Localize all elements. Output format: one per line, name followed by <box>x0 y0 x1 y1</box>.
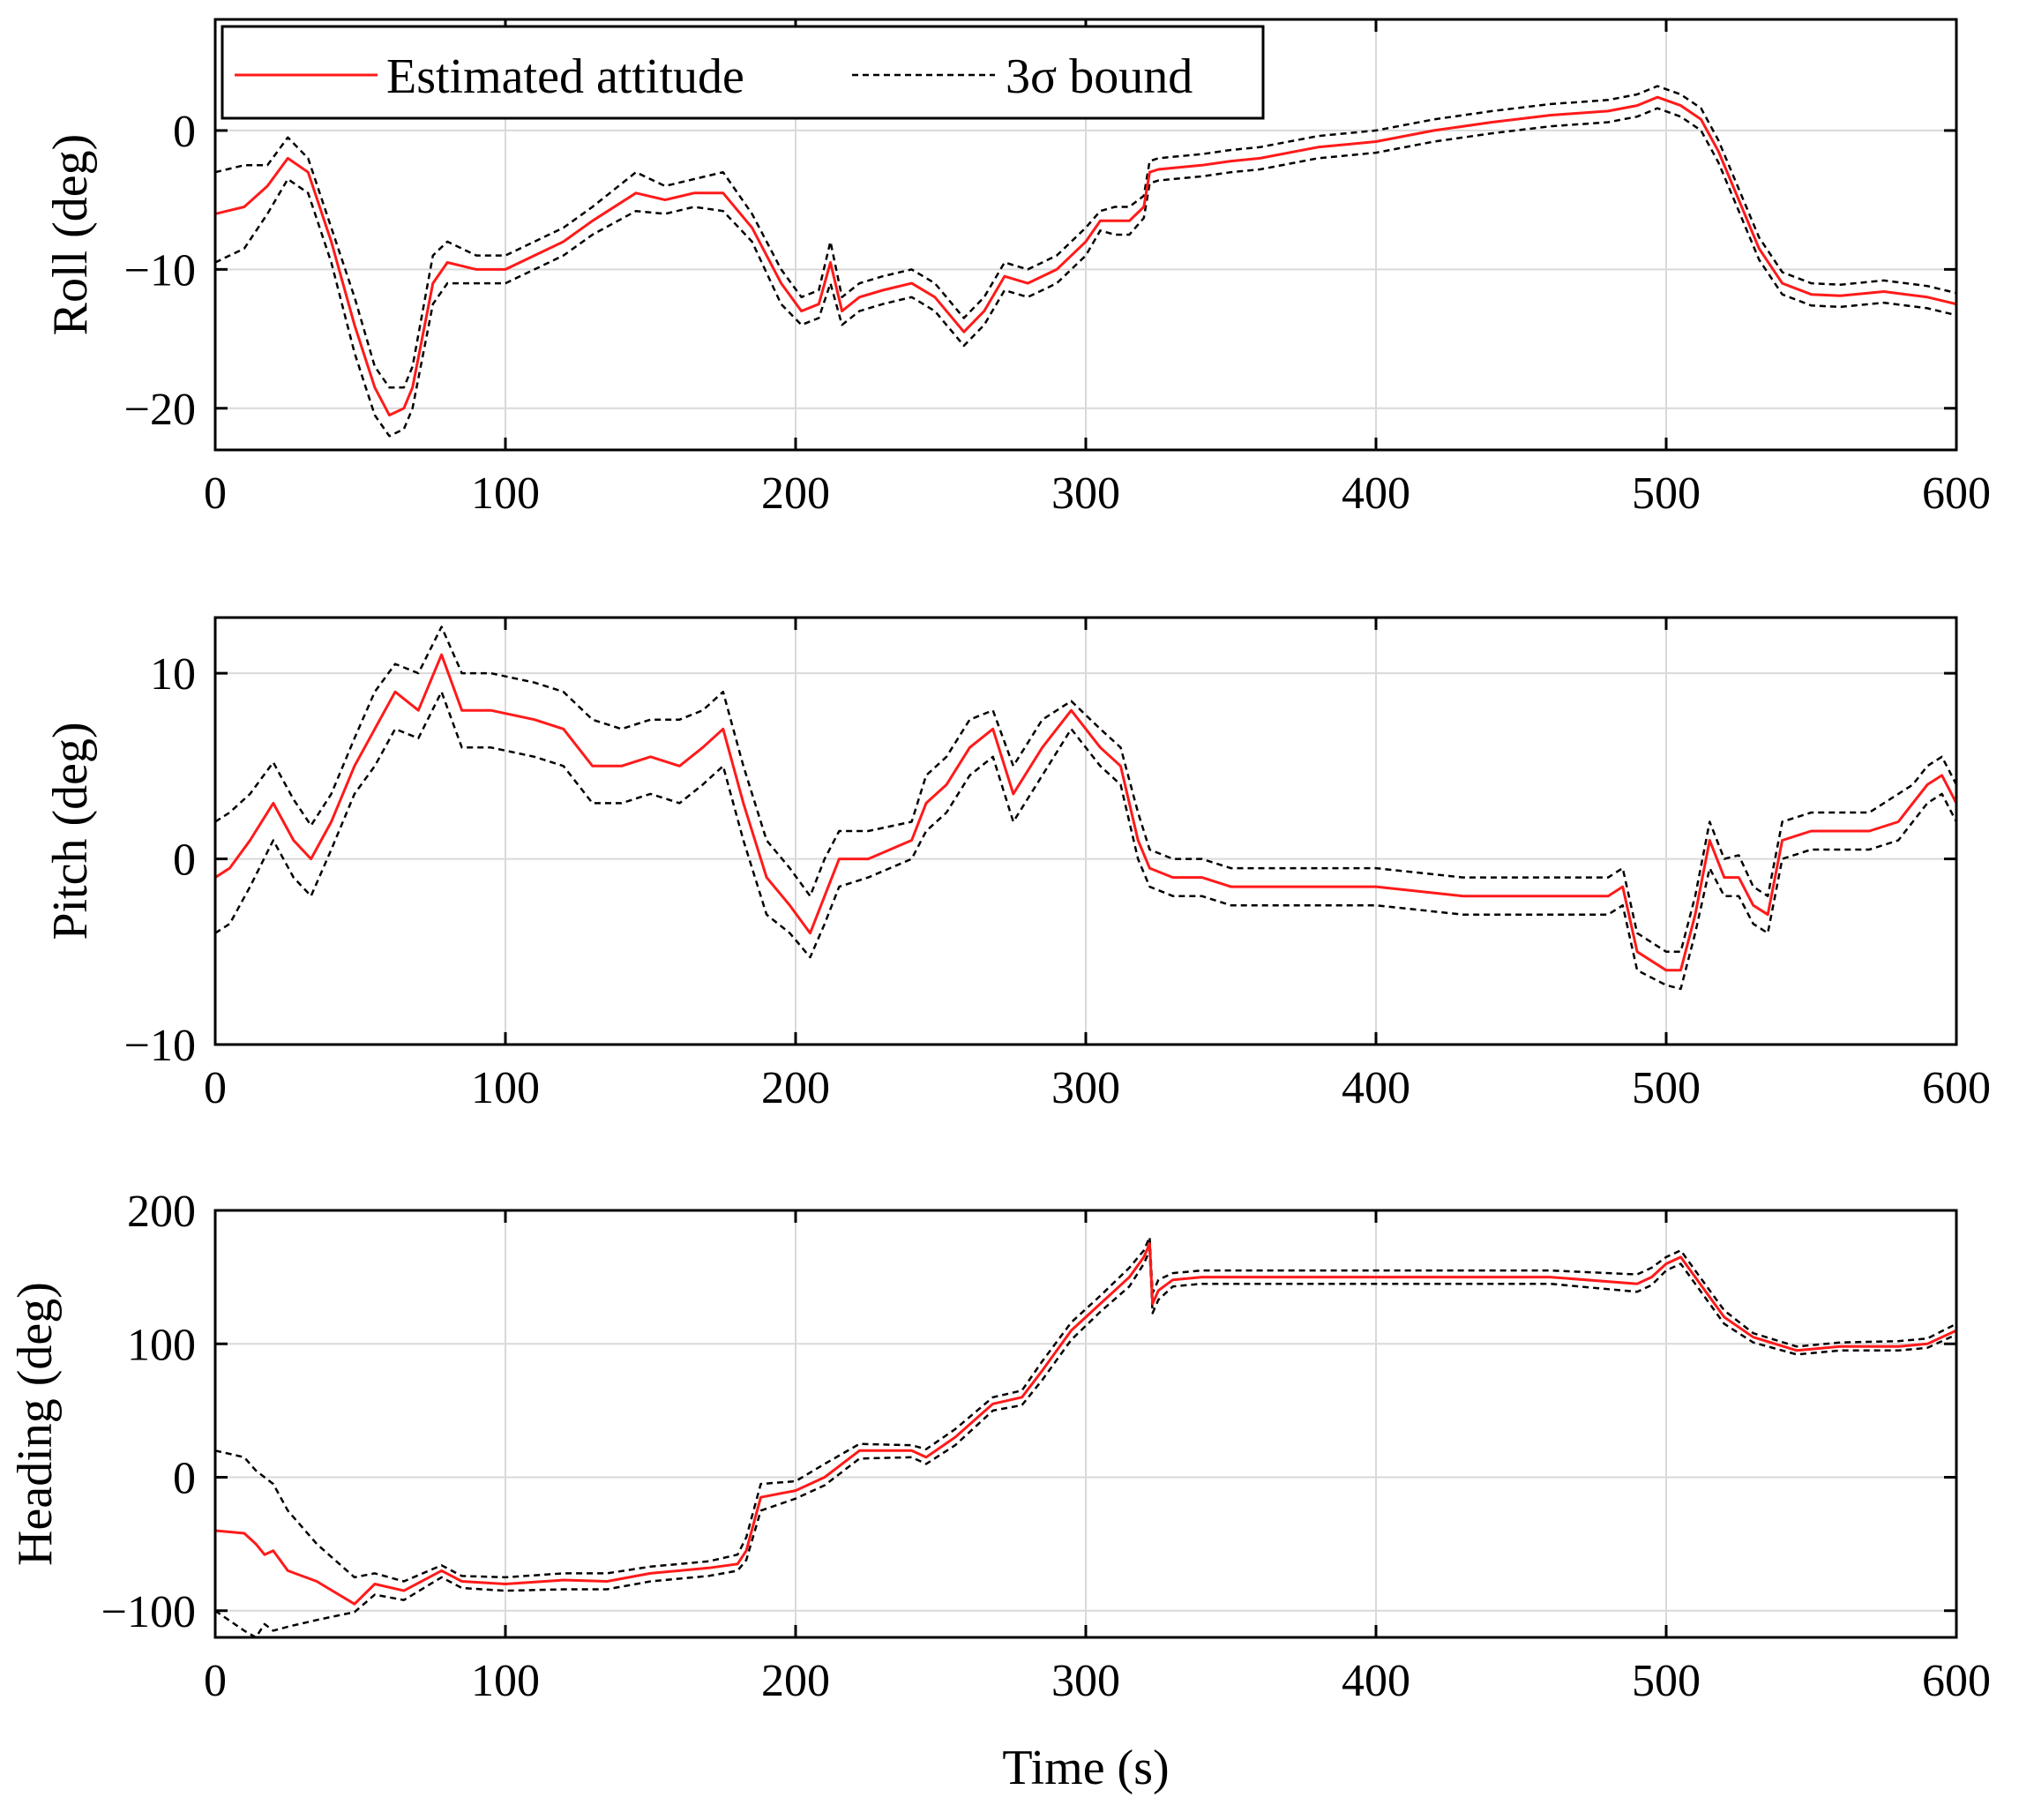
legend: Estimated attitude 3σ bound <box>221 25 1265 120</box>
roll-xtick-label-200: 200 <box>761 468 830 519</box>
heading-xtick-label-200: 200 <box>761 1656 830 1706</box>
pitch-xtick-label-600: 600 <box>1922 1063 1991 1113</box>
pitch-xtick-label-400: 400 <box>1342 1063 1410 1113</box>
roll-ytick-label--10: −10 <box>124 245 196 296</box>
roll-series-upper-bound <box>214 85 1957 389</box>
heading-series-estimated <box>214 1242 1957 1606</box>
heading-series-lower-bound <box>214 1249 1957 1639</box>
roll-panel: 0 100 200 300 400 500 600 −20 −10 0 Roll (deg) <box>43 18 1991 519</box>
pitch-series-lower-bound <box>214 690 1958 991</box>
pitch-xtick-label-100: 100 <box>471 1063 540 1113</box>
pitch-series <box>214 625 1958 991</box>
pitch-xtick-label-500: 500 <box>1632 1063 1701 1113</box>
legend-box <box>221 25 1265 120</box>
pitch-ytick-label--10: −10 <box>124 1021 196 1071</box>
heading-ytick-label-100: 100 <box>127 1320 196 1370</box>
roll-xtick-label-100: 100 <box>471 468 540 519</box>
pitch-ytick-label-10: 10 <box>150 649 196 700</box>
pitch-xtick-label-300: 300 <box>1051 1063 1120 1113</box>
heading-series <box>214 1236 1957 1639</box>
roll-xtick-label-0: 0 <box>204 468 227 519</box>
heading-xtick-label-0: 0 <box>204 1656 227 1706</box>
roll-ylabel: Roll (deg) <box>43 134 98 336</box>
heading-ytick-label-200: 200 <box>127 1187 196 1237</box>
roll-xtick-label-300: 300 <box>1051 468 1120 519</box>
roll-ticks: 0 100 200 300 400 500 600 −20 −10 0 <box>124 19 1991 519</box>
roll-series <box>214 85 1957 438</box>
pitch-xtick-label-200: 200 <box>761 1063 830 1113</box>
heading-ylabel: Heading (deg) <box>8 1282 63 1566</box>
heading-xtick-label-300: 300 <box>1051 1656 1120 1706</box>
roll-xtick-label-500: 500 <box>1632 468 1701 519</box>
heading-ytick-label--100: −100 <box>101 1587 196 1637</box>
pitch-series-upper-bound <box>214 625 1958 954</box>
heading-xtick-label-600: 600 <box>1922 1656 1991 1706</box>
heading-ytick-label-0: 0 <box>173 1454 196 1504</box>
x-axis-label: Time (s) <box>1002 1741 1169 1795</box>
pitch-xtick-label-0: 0 <box>204 1063 227 1113</box>
legend-label-estimated: Estimated attitude <box>386 49 744 104</box>
pitch-ytick-label-0: 0 <box>173 835 196 886</box>
heading-xtick-label-400: 400 <box>1342 1656 1410 1706</box>
legend-label-bound: 3σ bound <box>1006 49 1193 104</box>
roll-ytick-label-0: 0 <box>173 107 196 157</box>
heading-xtick-label-500: 500 <box>1632 1656 1701 1706</box>
pitch-ylabel: Pitch (deg) <box>43 722 98 940</box>
roll-xtick-label-600: 600 <box>1922 468 1991 519</box>
roll-xtick-label-400: 400 <box>1342 468 1410 519</box>
pitch-series-estimated <box>214 653 1958 972</box>
roll-series-estimated <box>214 95 1957 417</box>
roll-ytick-label--20: −20 <box>124 385 196 435</box>
roll-series-lower-bound <box>214 107 1957 438</box>
heading-xtick-label-100: 100 <box>471 1656 540 1706</box>
